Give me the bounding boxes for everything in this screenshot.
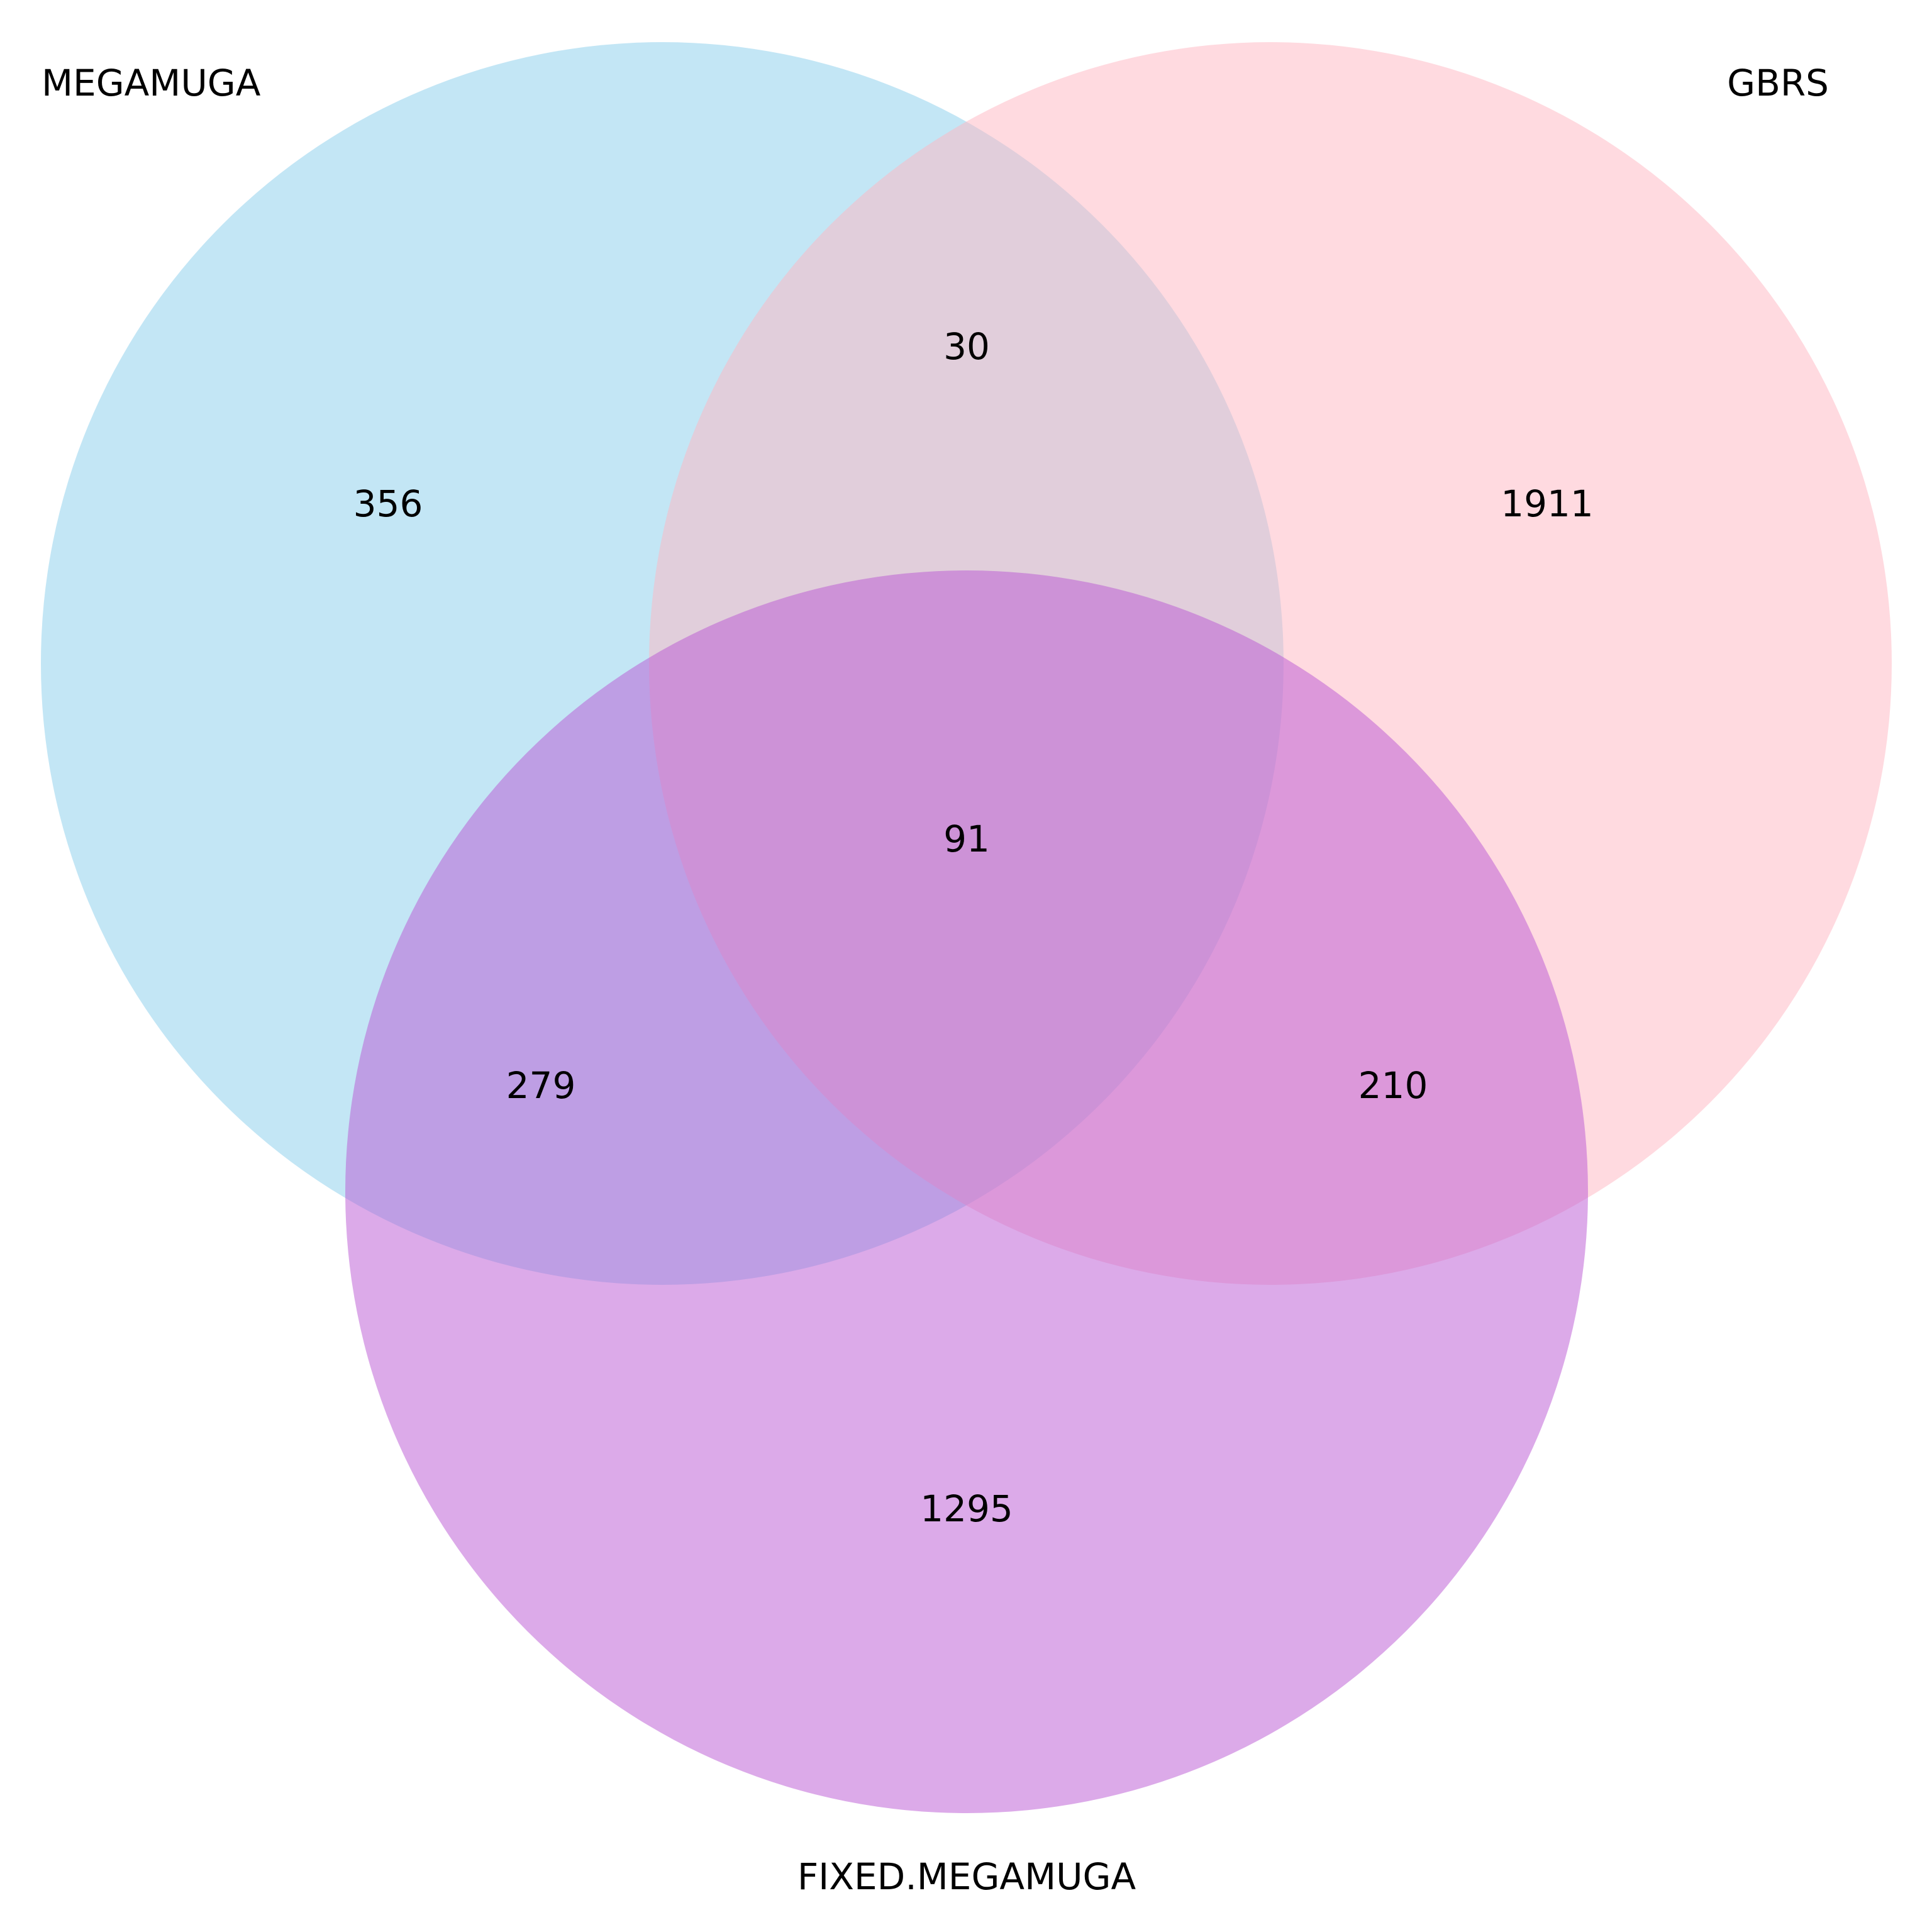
fixed-megamuga-set-label: FIXED.MEGAMUGA	[797, 1855, 1136, 1898]
fixed-megamuga-only-count: 1295	[920, 1487, 1013, 1530]
all-three-count: 91	[943, 818, 990, 860]
megamuga-gbrs-count: 30	[943, 325, 990, 368]
gbrs-fixed-megamuga-count: 210	[1358, 1064, 1428, 1107]
gbrs-set-label: GBRS	[1727, 62, 1829, 104]
megamuga-set-label: MEGAMUGA	[42, 62, 261, 104]
fixed-megamuga-circle	[345, 570, 1588, 1813]
gbrs-only-count: 1911	[1501, 482, 1594, 525]
megamuga-only-count: 356	[353, 482, 423, 525]
megamuga-fixed-megamuga-count: 279	[506, 1064, 576, 1107]
